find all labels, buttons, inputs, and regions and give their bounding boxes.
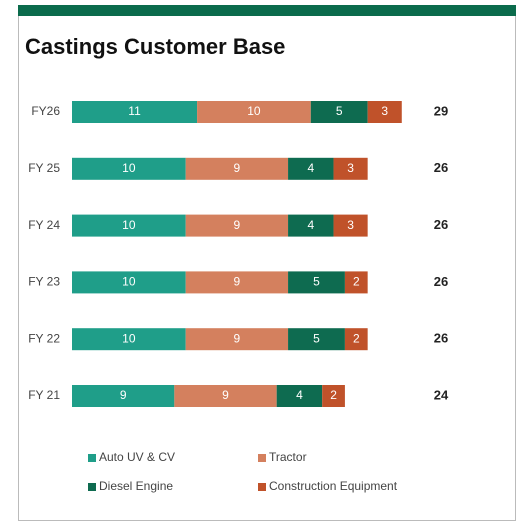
total-label: 26 [434, 217, 448, 232]
legend-swatch [258, 483, 266, 491]
total-label: 26 [434, 331, 448, 346]
legend-label: Diesel Engine [99, 479, 173, 493]
bar-segment [72, 157, 186, 180]
card [18, 8, 516, 521]
bar-segment [310, 101, 368, 123]
y-tick-label: FY26 [31, 104, 60, 118]
legend-swatch [88, 483, 96, 491]
bar-segment [276, 385, 323, 407]
bar-segment [185, 214, 289, 237]
bar-segment [174, 385, 277, 407]
total-label: 29 [434, 103, 448, 118]
bar-segment [333, 157, 368, 180]
legend-label: Construction Equipment [269, 479, 398, 493]
bar-segment [344, 328, 368, 351]
data-label: 9 [222, 388, 229, 402]
bar-segment [72, 328, 186, 351]
data-label: 9 [234, 275, 241, 289]
bar-segment [185, 328, 289, 351]
header-band [18, 5, 516, 16]
data-label: 5 [313, 275, 320, 289]
y-tick-label: FY 25 [28, 161, 60, 175]
bar-segment [72, 214, 186, 237]
data-label: 10 [122, 331, 136, 345]
data-label: 5 [336, 104, 343, 118]
data-label: 10 [122, 218, 136, 232]
legend-swatch [88, 454, 96, 462]
data-label: 5 [313, 331, 320, 345]
data-label: 4 [307, 161, 314, 175]
bar-segment [288, 157, 334, 180]
total-label: 24 [434, 387, 449, 402]
data-label: 11 [128, 104, 141, 118]
bar-segment [344, 271, 368, 294]
data-label: 9 [234, 331, 241, 345]
bar-segment [185, 157, 289, 180]
data-label: 2 [353, 331, 360, 345]
bar-segment [197, 101, 311, 123]
bar-segment [333, 214, 368, 237]
legend-swatch [258, 454, 266, 462]
data-label: 10 [122, 161, 136, 175]
data-label: 10 [247, 104, 261, 118]
bar-segment [322, 385, 345, 407]
data-label: 10 [122, 275, 136, 289]
data-label: 3 [347, 218, 354, 232]
total-label: 26 [434, 160, 448, 175]
chart-title: Castings Customer Base [25, 34, 285, 59]
data-label: 3 [381, 104, 388, 118]
bar-segment [72, 101, 198, 123]
y-tick-label: FY 21 [28, 388, 60, 402]
data-label: 3 [347, 161, 354, 175]
bar-segment [72, 385, 175, 407]
bar-segment [185, 271, 289, 294]
bar-segment [288, 271, 345, 294]
data-label: 4 [307, 218, 314, 232]
bar-segment [288, 214, 334, 237]
data-label: 9 [234, 218, 241, 232]
data-label: 4 [296, 388, 303, 402]
total-label: 26 [434, 274, 448, 289]
y-tick-label: FY 23 [28, 275, 60, 289]
data-label: 9 [234, 161, 241, 175]
data-label: 2 [353, 275, 360, 289]
legend-label: Auto UV & CV [99, 450, 175, 464]
data-label: 2 [330, 388, 337, 402]
y-tick-label: FY 22 [28, 331, 60, 345]
data-label: 9 [120, 388, 127, 402]
bar-segment [72, 271, 186, 294]
bar-segment [288, 328, 345, 351]
legend-label: Tractor [269, 450, 307, 464]
bar-segment [367, 101, 402, 123]
y-tick-label: FY 24 [28, 218, 60, 232]
